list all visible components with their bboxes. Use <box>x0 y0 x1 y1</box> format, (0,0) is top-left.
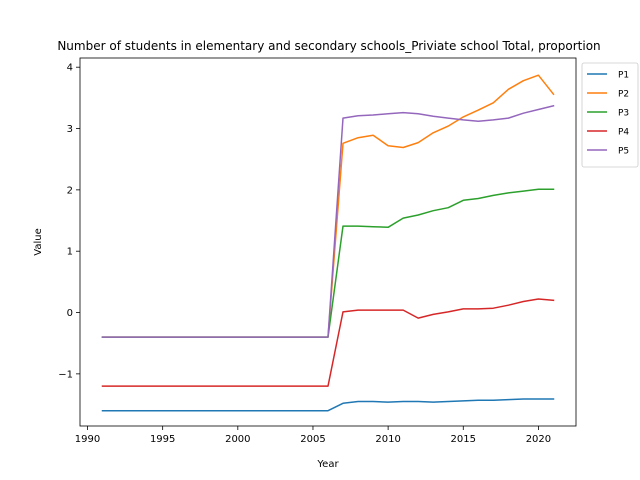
y-tick-label: −1 <box>58 369 73 380</box>
series-line-p3 <box>101 188 555 338</box>
y-axis-label: Value <box>33 228 44 255</box>
y-tick-label: 2 <box>67 185 73 196</box>
x-tick-label: 1995 <box>150 434 175 445</box>
series-line-p4 <box>101 298 555 387</box>
y-tick-label: 4 <box>67 63 73 74</box>
x-axis: 1990 1995 2000 2005 2010 2015 2020 <box>75 426 551 445</box>
legend-box <box>581 62 639 168</box>
plot-frame <box>79 57 577 427</box>
legend-label-p3: P3 <box>618 109 629 119</box>
series-line-p2 <box>101 74 555 338</box>
x-axis-label: Year <box>316 459 339 470</box>
x-tick-label: 2020 <box>526 434 551 445</box>
y-tick-label: 3 <box>67 124 73 135</box>
x-tick-label: 1990 <box>75 434 100 445</box>
x-tick-label: 2000 <box>225 434 250 445</box>
legend-label-p5: P5 <box>618 147 629 157</box>
chart-title: Number of students in elementary and sec… <box>57 39 600 53</box>
legend-label-p4: P4 <box>618 128 629 138</box>
x-tick-label: 2015 <box>451 434 476 445</box>
y-axis: −1 0 1 2 3 4 <box>58 63 80 380</box>
series-line-p5 <box>101 104 555 338</box>
x-tick-label: 2005 <box>300 434 325 445</box>
y-tick-label: 0 <box>67 308 73 319</box>
legend: P1 P2 P3 P4 P5 <box>581 62 639 168</box>
y-tick-label: 1 <box>67 247 73 258</box>
legend-label-p2: P2 <box>618 90 629 100</box>
series-line-p1 <box>101 398 555 412</box>
legend-label-p1: P1 <box>618 71 629 81</box>
series-layer <box>101 74 555 412</box>
x-tick-label: 2010 <box>375 434 400 445</box>
